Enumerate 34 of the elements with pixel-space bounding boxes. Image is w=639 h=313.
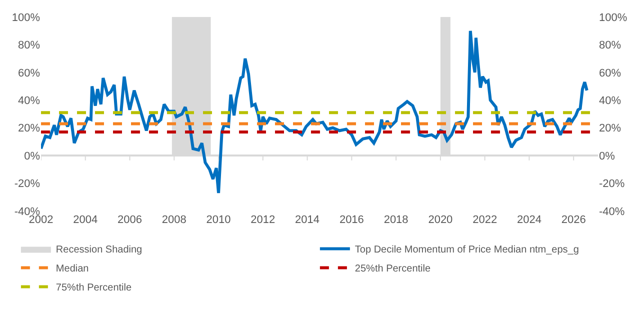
y-tick-label: 0% <box>24 150 40 162</box>
x-tick-label: 2026 <box>561 214 586 226</box>
x-tick-label: 2024 <box>516 214 542 226</box>
y2-tick-label: 20% <box>599 122 622 135</box>
legend-label: 25%th Percentile <box>354 264 431 275</box>
y2-tick-label: 100% <box>599 12 628 24</box>
x-tick-label: 2010 <box>206 214 231 226</box>
x-tick-label: 2020 <box>428 214 453 226</box>
x-tick-label: 2018 <box>384 214 408 226</box>
legend-label: 75%th Percentile <box>56 282 132 294</box>
y2-tick-label: 40% <box>599 94 622 107</box>
x-tick-label: 2004 <box>73 214 98 226</box>
y2-tick-label: 60% <box>599 67 622 80</box>
x-tick-label: 2012 <box>250 214 276 226</box>
x-tick-label: 2014 <box>295 214 320 226</box>
y2-tick-label: -40% <box>599 206 625 218</box>
y2-tick-label: 80% <box>599 40 622 52</box>
legend-label: Median <box>56 264 89 275</box>
y-tick-label: 40% <box>18 94 40 107</box>
legend-label: Top Decile Momentum of Price Median ntm_eps_g <box>354 244 579 256</box>
y-tick-label: -20% <box>14 178 40 190</box>
x-tick-label: 2016 <box>339 214 364 226</box>
y-tick-label: 80% <box>18 40 40 52</box>
y2-tick-label: -20% <box>599 178 625 190</box>
y-tick-label: 60% <box>18 67 40 80</box>
y2-tick-label: 0% <box>599 150 616 162</box>
x-tick-label: 2008 <box>162 214 186 226</box>
x-tick-label: 2022 <box>472 214 498 226</box>
x-tick-label: 2002 <box>28 214 54 226</box>
y-tick-label: 100% <box>12 12 40 24</box>
y-tick-label: 20% <box>18 122 40 135</box>
x-tick-label: 2006 <box>118 214 142 226</box>
legend-label: Recession Shading <box>56 244 142 256</box>
line-series <box>41 29 588 194</box>
